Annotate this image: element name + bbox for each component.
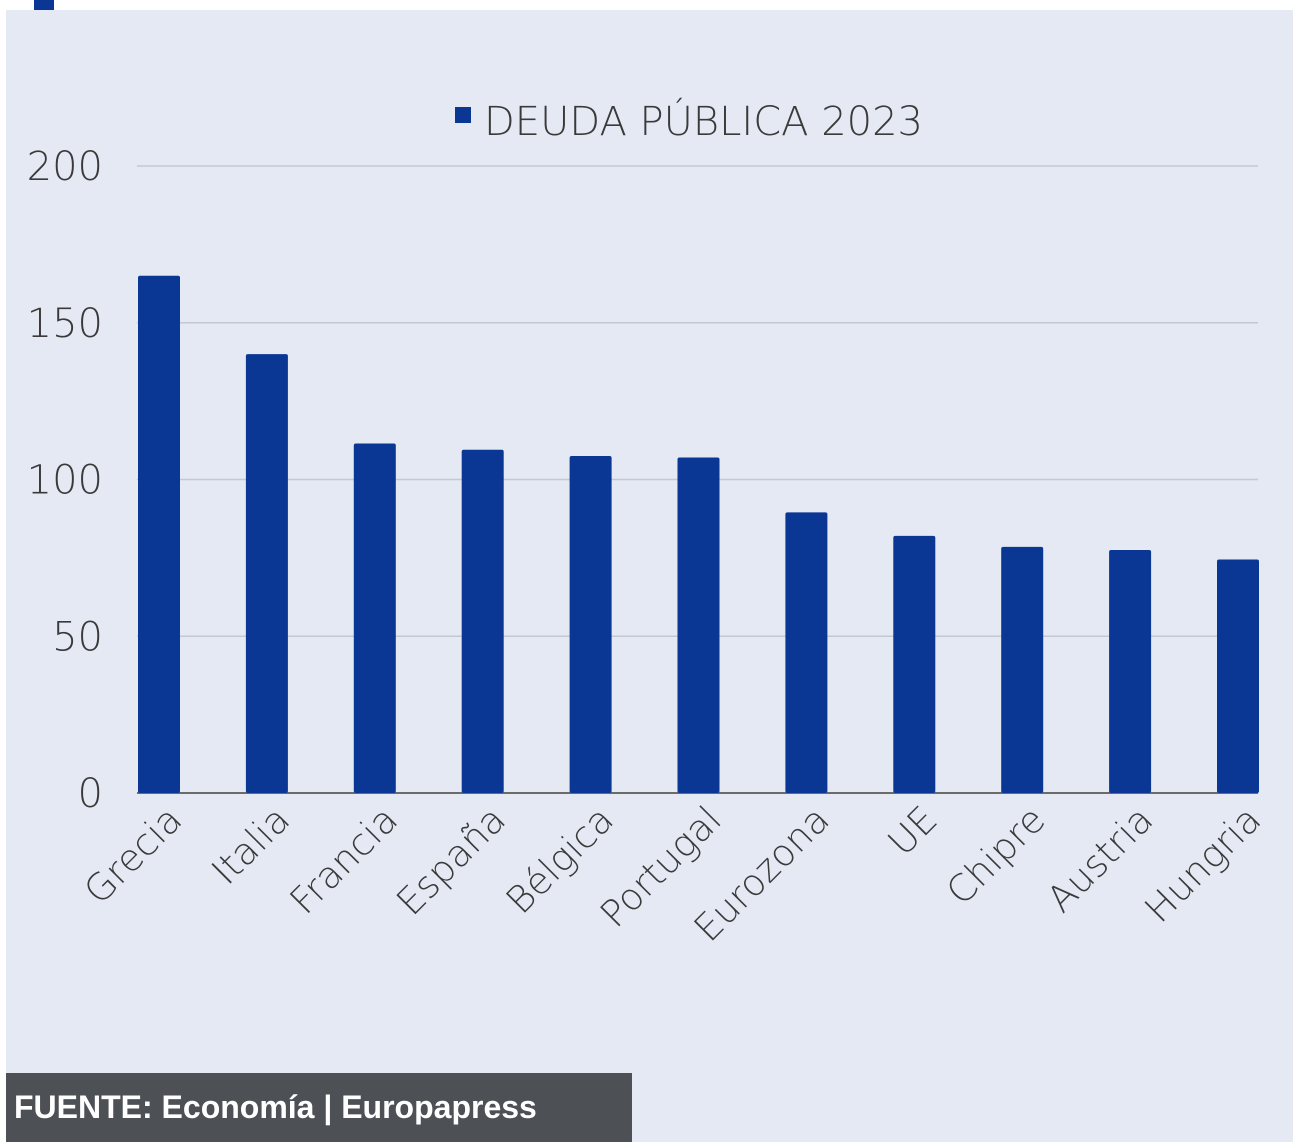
bar-bélgica xyxy=(569,455,612,793)
bar-hungria xyxy=(1217,559,1259,793)
x-category-label-ue: UE xyxy=(880,798,946,864)
x-category-label-francia: Francia xyxy=(282,798,407,923)
x-category-label-hungria: Hungria xyxy=(1136,798,1269,931)
legend-entry: DEUDA PÚBLICA 2023 xyxy=(484,97,923,145)
y-tick-label-50: 50 xyxy=(52,614,103,660)
x-category-label-chipre: Chipre xyxy=(938,798,1053,913)
bar-chipre xyxy=(1001,546,1044,793)
bars xyxy=(138,275,1259,794)
bar-españa xyxy=(461,449,504,793)
y-tick-label-100: 100 xyxy=(27,458,103,504)
x-axis-categories: Grecia ItaliaFranciaEspañaBélgicaPortugal… xyxy=(76,798,1270,950)
y-tick-label-150: 150 xyxy=(27,301,103,347)
chart-panel xyxy=(6,10,1293,1142)
brand-mark xyxy=(34,0,54,10)
bar-ue xyxy=(893,535,936,793)
y-tick-label-200: 200 xyxy=(27,144,103,190)
bar-grecia xyxy=(138,275,180,794)
bar-italia xyxy=(245,354,288,793)
bar-austria xyxy=(1109,550,1152,793)
x-category-label-españa: España xyxy=(388,798,514,924)
x-category-label-italia: Italia xyxy=(203,798,298,893)
y-axis-ticks: 0 50 100 150 200 xyxy=(27,144,103,817)
source-caption: FUENTE: Economía | Europapress xyxy=(6,1073,632,1142)
bar-eurozona xyxy=(785,512,828,793)
bar-francia xyxy=(353,443,396,793)
y-tick-label-0: 0 xyxy=(78,771,103,817)
bar-portugal xyxy=(677,457,720,793)
legend: DEUDA PÚBLICA 2023 xyxy=(455,97,923,145)
legend-swatch xyxy=(455,107,471,123)
